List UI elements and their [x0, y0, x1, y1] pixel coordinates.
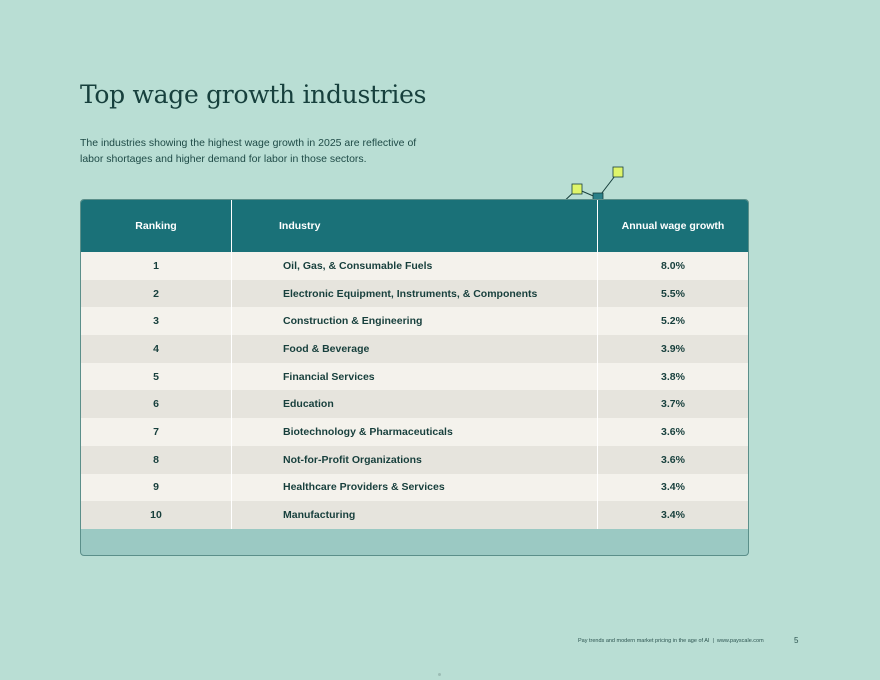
- table-row: 2 Electronic Equipment, Instruments, & C…: [81, 279, 748, 308]
- industry-cell: Food & Beverage: [231, 335, 598, 363]
- growth-cell: 8.0%: [597, 252, 748, 280]
- table-row: 4 Food & Beverage 3.9%: [81, 335, 748, 363]
- rank-cell: 10: [81, 501, 232, 529]
- rank-cell: 9: [81, 473, 232, 502]
- growth-cell: 5.2%: [597, 307, 748, 336]
- rank-cell: 5: [81, 362, 232, 391]
- industry-cell: Healthcare Providers & Services: [231, 473, 598, 502]
- footer-website-link[interactable]: www.payscale.com: [716, 638, 764, 644]
- table-header-row: Ranking Industry Annual wage growth: [81, 200, 748, 252]
- wage-growth-table: Ranking Industry Annual wage growth 1 Oi…: [81, 200, 748, 529]
- growth-cell: 3.8%: [597, 362, 748, 391]
- industry-cell: Manufacturing: [231, 501, 598, 529]
- table-row: 5 Financial Services 3.8%: [81, 362, 748, 391]
- growth-cell: 3.4%: [597, 501, 748, 529]
- table-row: 6 Education 3.7%: [81, 390, 748, 419]
- rank-cell: 1: [81, 252, 232, 280]
- trend-marker-lime-2: [612, 166, 624, 178]
- page-title: Top wage growth industries: [80, 80, 427, 109]
- rank-cell: 3: [81, 307, 232, 336]
- growth-cell: 3.7%: [597, 390, 748, 419]
- rank-cell: 8: [81, 445, 232, 474]
- rank-cell: 7: [81, 418, 232, 446]
- rank-cell: 6: [81, 390, 232, 419]
- table-row: 10 Manufacturing 3.4%: [81, 501, 748, 529]
- page-indicator-dot: [438, 673, 441, 676]
- industry-cell: Financial Services: [231, 362, 598, 391]
- header-ranking: Ranking: [81, 200, 232, 252]
- rank-cell: 4: [81, 335, 232, 363]
- growth-cell: 3.9%: [597, 335, 748, 363]
- footer-separator: |: [712, 638, 714, 644]
- growth-cell: 3.6%: [597, 418, 748, 446]
- table-row: 1 Oil, Gas, & Consumable Fuels 8.0%: [81, 252, 748, 280]
- page-number: 5: [794, 636, 799, 645]
- industry-cell: Electronic Equipment, Instruments, & Com…: [231, 279, 598, 308]
- page-footer: Pay trends and modern market pricing in …: [578, 638, 764, 644]
- wage-growth-table-card: Ranking Industry Annual wage growth 1 Oi…: [80, 199, 749, 556]
- intro-paragraph: The industries showing the highest wage …: [80, 137, 417, 165]
- header-industry: Industry: [231, 200, 598, 252]
- growth-cell: 3.4%: [597, 473, 748, 502]
- industry-cell: Education: [231, 390, 598, 419]
- table-row: 7 Biotechnology & Pharmaceuticals 3.6%: [81, 418, 748, 446]
- growth-cell: 3.6%: [597, 445, 748, 474]
- footer-report-title: Pay trends and modern market pricing in …: [578, 638, 710, 644]
- trend-marker-lime-1: [571, 183, 583, 195]
- header-annual-wage-growth: Annual wage growth: [597, 200, 748, 252]
- table-row: 8 Not-for-Profit Organizations 3.6%: [81, 445, 748, 474]
- table-row: 3 Construction & Engineering 5.2%: [81, 307, 748, 336]
- industry-cell: Not-for-Profit Organizations: [231, 445, 598, 474]
- industry-cell: Oil, Gas, & Consumable Fuels: [231, 252, 598, 280]
- growth-cell: 5.5%: [597, 279, 748, 308]
- industry-cell: Biotechnology & Pharmaceuticals: [231, 418, 598, 446]
- table-row: 9 Healthcare Providers & Services 3.4%: [81, 473, 748, 502]
- rank-cell: 2: [81, 279, 232, 308]
- industry-cell: Construction & Engineering: [231, 307, 598, 336]
